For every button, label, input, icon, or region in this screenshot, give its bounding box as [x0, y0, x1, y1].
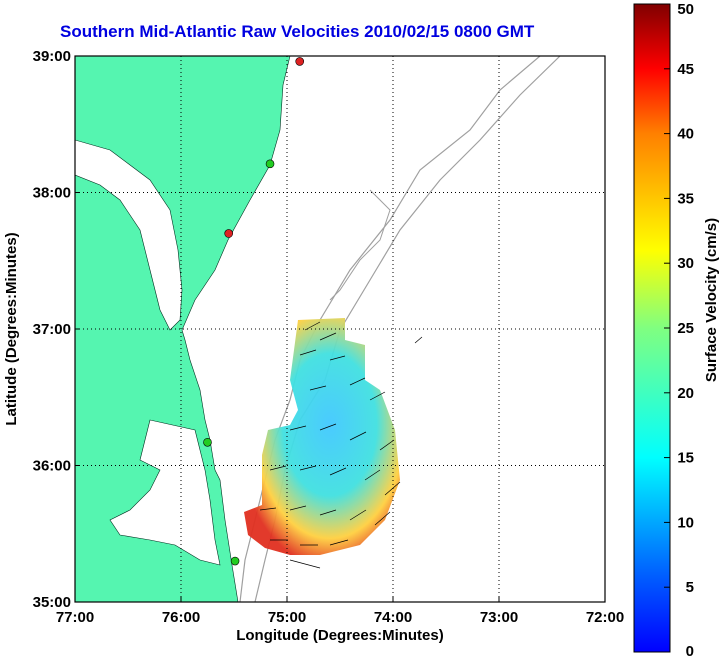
chart-title: Southern Mid-Atlantic Raw Velocities 201… — [60, 22, 535, 41]
colorbar-tick-label: 50 — [677, 1, 694, 18]
x-axis: 77:00 76:00 75:00 74:00 73:00 72:00 — [56, 597, 624, 626]
y-axis-label: Latitude (Degrees:Minutes) — [3, 232, 20, 425]
chesapeake-bay — [75, 139, 183, 331]
colorbar-tick-label: 20 — [677, 385, 694, 402]
colorbar-tick-label: 5 — [686, 579, 694, 596]
y-tick-label: 36:00 — [33, 458, 71, 475]
y-tick-label: 37:00 — [33, 321, 71, 338]
colorbar-tick-label: 10 — [677, 514, 694, 531]
x-axis-label: Longitude (Degrees:Minutes) — [236, 627, 444, 644]
y-tick-label: 38:00 — [33, 185, 71, 202]
sound-water — [109, 419, 221, 566]
station-marker — [230, 556, 240, 566]
velocity-field — [244, 318, 400, 555]
grid-lines — [75, 56, 605, 602]
station-marker — [295, 57, 305, 66]
colorbar-tick-label: 0 — [686, 643, 694, 659]
station-marker — [203, 437, 212, 447]
x-tick-label: 75:00 — [268, 609, 306, 626]
colorbar-tick-label: 40 — [677, 126, 694, 143]
y-tick-label: 39:00 — [33, 48, 71, 65]
x-tick-label: 73:00 — [480, 609, 518, 626]
station-marker — [265, 159, 275, 169]
colorbar-tick-label: 45 — [677, 61, 694, 78]
y-axis: 39:00 38:00 37:00 36:00 35:00 — [33, 48, 80, 611]
colorbar-tick-label: 15 — [677, 450, 694, 467]
y-tick-label: 35:00 — [33, 594, 71, 611]
colorbar-tick-label: 30 — [677, 255, 694, 272]
colorbar-label: Surface Velocity (cm/s) — [703, 218, 720, 382]
station-markers — [203, 57, 305, 566]
bathymetry-contour — [329, 189, 391, 301]
colorbar-tick-label: 35 — [677, 190, 694, 207]
x-tick-label: 76:00 — [162, 609, 200, 626]
x-tick-label: 77:00 — [56, 609, 94, 626]
colorbar-tick-label: 25 — [677, 320, 694, 337]
station-marker — [224, 229, 233, 238]
x-tick-label: 72:00 — [586, 609, 624, 626]
x-tick-label: 74:00 — [374, 609, 412, 626]
